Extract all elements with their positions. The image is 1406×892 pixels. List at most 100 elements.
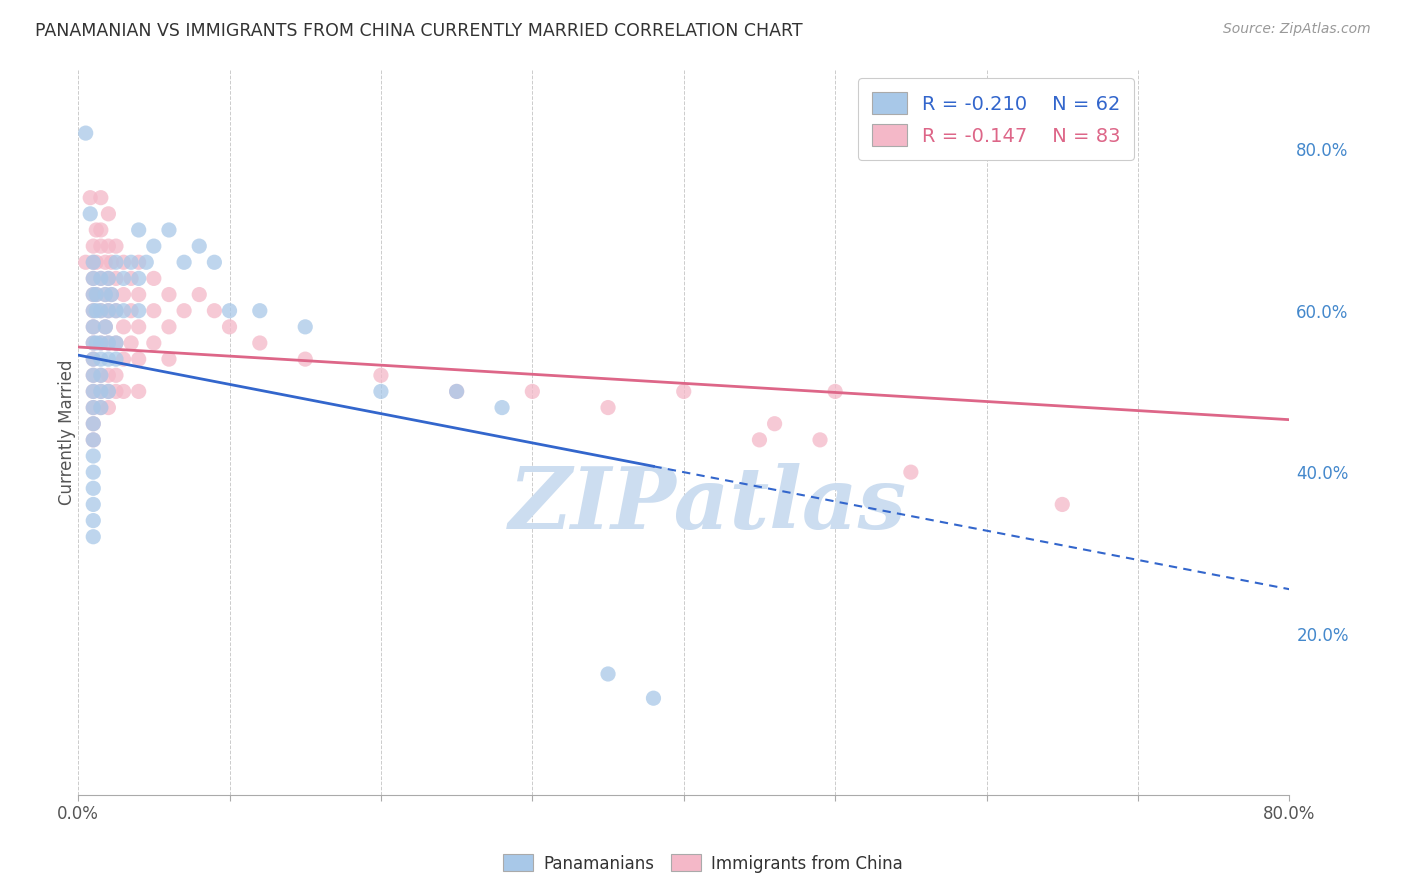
Point (128, 319, 150, 334)
Point (97, 336, 120, 351)
Point (82, 449, 104, 463)
Point (142, 303, 165, 318)
Point (1052, 498, 1074, 512)
Point (90, 368, 112, 383)
Point (142, 336, 165, 351)
Point (97, 239, 120, 253)
Point (82, 287, 104, 301)
Point (643, 691, 665, 706)
Point (218, 319, 240, 334)
Point (128, 384, 150, 399)
Point (173, 303, 195, 318)
Point (82, 368, 104, 383)
Point (97, 384, 120, 399)
Point (128, 303, 150, 318)
Point (672, 384, 695, 399)
Point (97, 303, 120, 318)
Point (157, 319, 180, 334)
Point (104, 255, 127, 269)
Point (84, 287, 107, 301)
Point (82, 319, 104, 334)
Point (82, 465, 104, 479)
Point (249, 303, 271, 318)
Point (294, 319, 316, 334)
Point (82, 255, 104, 269)
Text: Source: ZipAtlas.com: Source: ZipAtlas.com (1223, 22, 1371, 37)
Point (82, 401, 104, 415)
Point (90, 303, 112, 318)
Point (157, 352, 180, 367)
Point (142, 239, 165, 253)
Point (94, 255, 117, 269)
Point (104, 352, 127, 367)
Point (596, 401, 619, 415)
Point (97, 303, 120, 318)
Point (748, 433, 770, 447)
Legend: Panamanians, Immigrants from China: Panamanians, Immigrants from China (496, 847, 910, 880)
Point (90, 303, 112, 318)
Point (294, 352, 316, 367)
Point (82, 530, 104, 544)
Point (90, 271, 112, 285)
Point (808, 433, 831, 447)
Point (128, 255, 150, 269)
Point (82, 352, 104, 367)
Point (82, 271, 104, 285)
Point (128, 271, 150, 285)
Point (82, 336, 104, 351)
Point (112, 319, 135, 334)
Point (90, 384, 112, 399)
Point (82, 287, 104, 301)
Point (79, 207, 101, 221)
Point (104, 303, 127, 318)
Point (82, 336, 104, 351)
Point (112, 303, 135, 318)
Point (100, 287, 122, 301)
Point (763, 417, 786, 431)
Point (82, 239, 104, 253)
Point (94, 319, 117, 334)
Point (188, 239, 211, 253)
Point (446, 384, 468, 399)
Point (82, 384, 104, 399)
Point (104, 384, 127, 399)
Point (100, 287, 122, 301)
Point (188, 287, 211, 301)
Point (824, 384, 846, 399)
Y-axis label: Currently Married: Currently Married (58, 359, 76, 505)
Point (100, 255, 122, 269)
Point (82, 384, 104, 399)
Point (82, 271, 104, 285)
Point (94, 287, 117, 301)
Point (97, 207, 120, 221)
Point (90, 352, 112, 367)
Point (157, 287, 180, 301)
Point (82, 498, 104, 512)
Point (82, 514, 104, 528)
Point (97, 271, 120, 285)
Point (900, 465, 922, 479)
Point (120, 271, 142, 285)
Point (94, 319, 117, 334)
Point (596, 667, 619, 681)
Point (97, 384, 120, 399)
Point (84, 303, 107, 318)
Text: PANAMANIAN VS IMMIGRANTS FROM CHINA CURRENTLY MARRIED CORRELATION CHART: PANAMANIAN VS IMMIGRANTS FROM CHINA CURR… (35, 22, 803, 40)
Point (104, 239, 127, 253)
Point (84, 336, 107, 351)
Point (120, 255, 142, 269)
Point (84, 223, 107, 237)
Point (90, 384, 112, 399)
Point (82, 352, 104, 367)
Point (112, 352, 135, 367)
Point (90, 271, 112, 285)
Point (84, 255, 107, 269)
Point (112, 255, 135, 269)
Point (82, 417, 104, 431)
Point (157, 223, 180, 237)
Point (104, 336, 127, 351)
Point (120, 303, 142, 318)
Point (82, 433, 104, 447)
Point (128, 223, 150, 237)
Point (94, 287, 117, 301)
